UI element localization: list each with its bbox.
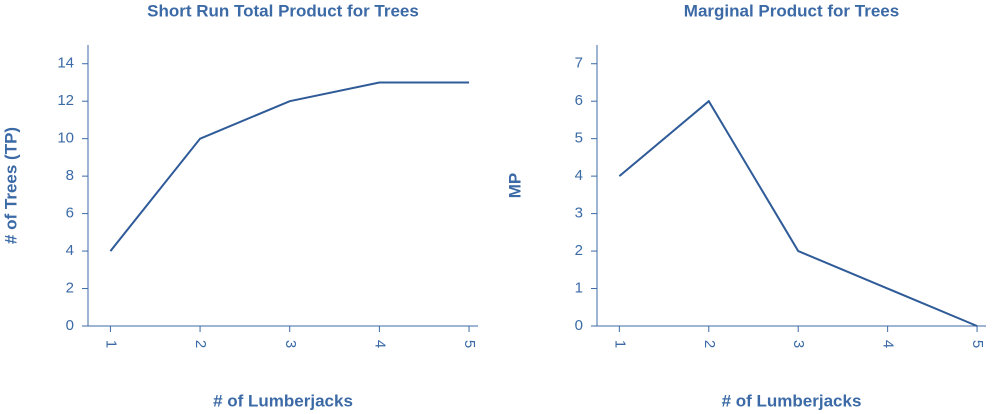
y-tick-label: 10 [57, 130, 74, 147]
x-tick-label: 5 [969, 340, 986, 348]
data-line [618, 99, 978, 327]
axis-title: MP [505, 173, 524, 199]
x-tick-label: 3 [790, 340, 807, 348]
axis-title: # of Trees (TP) [1, 127, 20, 244]
title: Short Run Total Product for Trees [147, 1, 419, 20]
y-tick-label: 4 [66, 242, 74, 259]
y-tick-label: 4 [575, 167, 583, 184]
y-tick-label: 12 [57, 92, 74, 109]
x-tick-label: 1 [611, 340, 628, 348]
x-tick-label: 5 [461, 340, 478, 348]
x-tick-label: 4 [371, 340, 388, 348]
y-tick-label: 8 [66, 167, 74, 184]
y-tick-label: 7 [575, 55, 583, 72]
x-tick-label: 3 [282, 340, 299, 348]
y-tick-label: 6 [575, 92, 583, 109]
y-tick-label: 0 [575, 317, 583, 334]
y-tick-label: 5 [575, 130, 583, 147]
x-tick-label: 1 [102, 340, 119, 348]
y-tick-label: 3 [575, 205, 583, 222]
y-tick-label: 2 [575, 242, 583, 259]
y-tick-label: 14 [57, 55, 74, 72]
y-tick-label: 6 [66, 205, 74, 222]
y-tick-label: 0 [66, 317, 74, 334]
title: Marginal Product for Trees [684, 1, 899, 20]
data-line [109, 81, 470, 252]
x-tick-label: 2 [701, 340, 718, 348]
x-tick-label: 2 [192, 340, 209, 348]
y-tick-label: 2 [66, 280, 74, 297]
axis-title: # of Lumberjacks [213, 391, 353, 410]
axis-title: # of Lumberjacks [722, 391, 862, 410]
x-tick-label: 4 [880, 340, 897, 348]
y-tick-label: 1 [575, 280, 583, 297]
